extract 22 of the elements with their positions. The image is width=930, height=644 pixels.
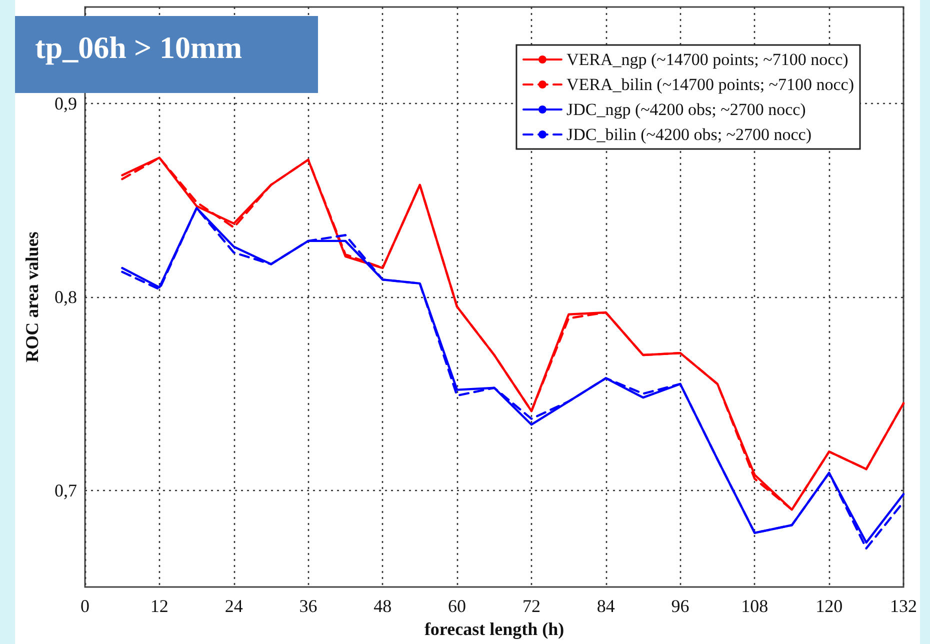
x-tick-label: 96 (671, 596, 690, 616)
text: tp_06h > 10mm (35, 30, 242, 66)
y-tick-label: 0,8 (54, 287, 77, 307)
legend-label: JDC_bilin (~4200 obs; ~2700 nocc) (566, 125, 812, 144)
legend-label: VERA_ngp (~14700 points; ~7100 nocc) (566, 50, 848, 69)
legend-label: VERA_bilin (~14700 points; ~7100 nocc) (566, 75, 854, 94)
legend-label: JDC_ngp (~4200 obs; ~2700 nocc) (566, 100, 806, 119)
x-tick-label: 132 (890, 596, 917, 616)
x-tick-label: 120 (816, 596, 843, 616)
x-tick-label: 12 (150, 596, 168, 616)
x-axis-title: forecast length (h) (424, 619, 564, 639)
x-tick-label: 108 (741, 596, 768, 616)
x-tick-label: 36 (299, 596, 318, 616)
x-tick-label: 60 (448, 596, 466, 616)
x-tick-label: 0 (80, 596, 90, 616)
x-tick-label: 24 (224, 596, 243, 616)
x-tick-label: 72 (522, 596, 540, 616)
y-tick-label: 0,9 (54, 94, 77, 114)
x-tick-label: 48 (374, 596, 392, 616)
y-tick-label: 0,7 (54, 480, 77, 500)
y-axis-title: ROC area values (22, 232, 42, 362)
x-tick-label: 84 (596, 596, 615, 616)
